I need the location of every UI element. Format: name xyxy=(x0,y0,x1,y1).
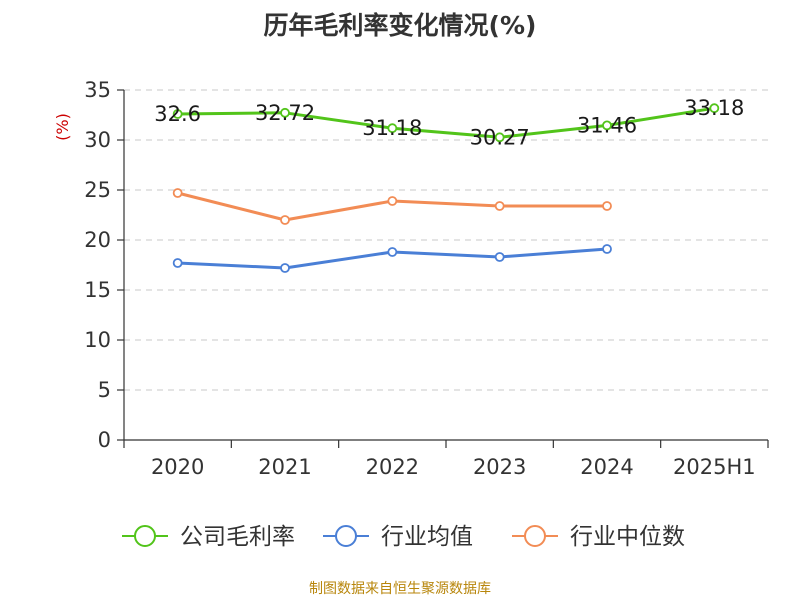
x-tick-label: 2022 xyxy=(366,455,419,479)
x-tick-label: 2024 xyxy=(580,455,633,479)
chart-title: 历年毛利率变化情况(%) xyxy=(263,11,537,40)
y-axis-unit-label: (%) xyxy=(53,113,72,141)
legend-marker xyxy=(524,525,546,547)
data-point xyxy=(280,215,290,225)
legend-item: 行业均值 xyxy=(323,524,473,550)
y-tick-label: 20 xyxy=(84,228,111,252)
x-tick-label: 2021 xyxy=(258,455,311,479)
data-point xyxy=(387,196,398,206)
x-tick-label: 2025H1 xyxy=(673,455,756,479)
data-point xyxy=(709,103,720,114)
legend-item: 公司毛利率 xyxy=(122,524,295,550)
data-point xyxy=(387,247,398,257)
data-label: 32.72 xyxy=(255,101,315,125)
legend: 公司毛利率 行业均值 行业中位数 xyxy=(122,524,685,550)
data-point xyxy=(172,109,183,119)
legend-item: 行业中位数 xyxy=(512,524,685,550)
y-tick-label: 35 xyxy=(84,78,111,102)
axes: 0 5 10 15 20 25 30 35 2020 2021 2022 2023 2024 2025H1 xyxy=(84,78,769,479)
data-point xyxy=(494,132,505,143)
legend-label: 公司毛利率 xyxy=(180,524,295,550)
legend-label: 行业中位数 xyxy=(570,524,685,550)
data-label: 31.18 xyxy=(362,116,422,140)
data-point xyxy=(172,188,183,198)
data-point xyxy=(494,252,505,262)
y-tick-label: 0 xyxy=(98,428,111,452)
data-label: 30.27 xyxy=(470,125,530,149)
data-point xyxy=(172,258,183,268)
data-point xyxy=(494,201,505,211)
x-tick-label: 2020 xyxy=(151,455,204,479)
data-point xyxy=(602,201,612,211)
data-label: 32.6 xyxy=(154,102,201,126)
y-tick-label: 25 xyxy=(84,178,111,202)
data-label: 33.18 xyxy=(684,96,744,120)
x-tick-label: 2023 xyxy=(473,455,526,479)
y-tick-label: 30 xyxy=(84,128,111,152)
y-tick-label: 15 xyxy=(84,278,111,302)
source-note: 制图数据来自恒生聚源数据库 xyxy=(309,581,491,597)
data-point xyxy=(280,107,290,118)
series-lines xyxy=(172,103,720,273)
data-point xyxy=(602,244,612,254)
data-label: 31.46 xyxy=(577,113,637,137)
y-tick-label: 10 xyxy=(84,328,111,352)
grid-lines xyxy=(124,89,768,391)
legend-label: 行业均值 xyxy=(381,524,473,550)
legend-marker xyxy=(335,525,357,547)
data-point xyxy=(602,120,612,131)
legend-marker xyxy=(134,525,156,547)
data-labels: 32.6 32.72 31.18 30.27 31.46 33.18 xyxy=(154,96,744,149)
data-point xyxy=(280,263,290,273)
series-line-0 xyxy=(177,106,715,139)
y-tick-label: 5 xyxy=(98,378,111,402)
data-point xyxy=(387,123,398,134)
